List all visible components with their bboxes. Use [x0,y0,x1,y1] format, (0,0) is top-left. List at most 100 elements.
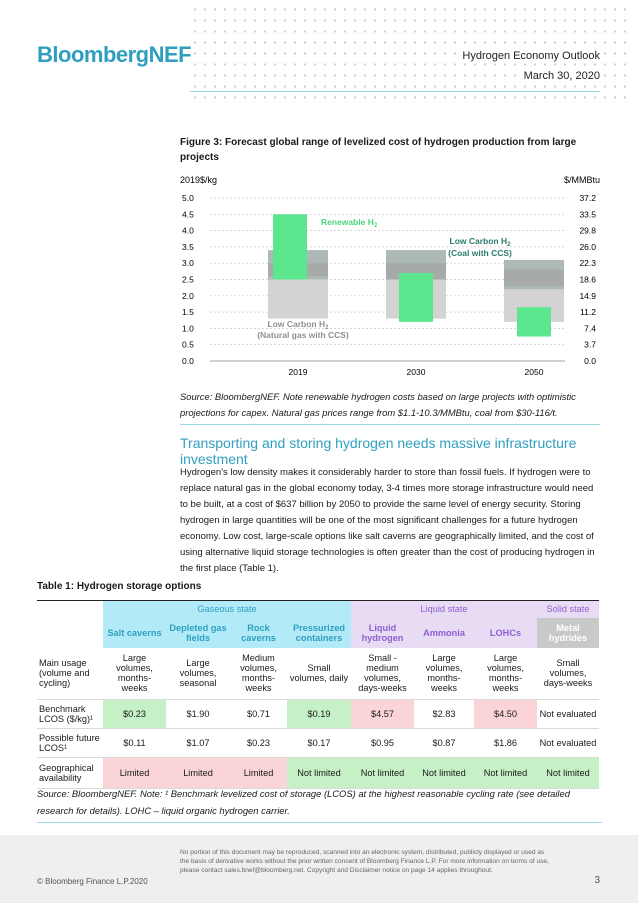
storage-options-table: Gaseous state Liquid state Solid state S… [37,600,599,789]
bar-renewable [273,214,307,280]
table-cell: $0.23 [103,699,166,729]
row-label: Possible future LCOS¹ [37,728,103,758]
y-tick-left: 4.0 [182,226,194,236]
page-number: 3 [594,875,600,886]
y-tick-left: 5.0 [182,193,194,203]
y-tick-right: 37.2 [579,193,596,203]
y-tick-right: 3.7 [584,340,596,350]
chart-ticks: 0.0 0.0 0.5 3.7 1.0 7.4 1.5 11.2 2.0 14.9 2.5 18.6 3… [182,193,596,366]
y-tick-left: 3.5 [182,242,194,252]
table-cell: Not limited [414,757,474,789]
table-cell: $1.07 [166,728,230,758]
y-tick-left: 1.0 [182,323,194,333]
table-cell: Small - medium volumes, days-weeks [351,647,414,700]
x-tick-label: 2019 [289,367,308,377]
footer-copyright: © Bloomberg Finance L.P.2020 [37,877,148,886]
page-footer [0,835,638,903]
section-heading: Transporting and storing hydrogen needs … [180,435,577,467]
bar-overlap [504,269,564,287]
label-coal-ccs-2: (Coal with CCS) [448,248,512,258]
table-cell: $4.50 [474,699,537,729]
lcoh-chart: 2019$/kg $/MMBtu 0.0 0.0 0.5 3.7 1.0 7.4 1.5 11… [180,175,600,377]
table-cell: $2.83 [414,699,474,729]
table-title: Table 1: Hydrogen storage options [37,581,202,592]
table-cell: Limited [166,757,230,789]
label-renewable: Renewable H2 [321,217,378,229]
table-cell: Large volumes, months-weeks [103,647,166,700]
table-cell: Not limited [474,757,537,789]
table-cell: $0.23 [230,728,287,758]
col-lohcs: LOHCs [474,617,537,648]
label-gas-ccs-2: (Natural gas with CCS) [257,330,349,340]
table-cell: $0.71 [230,699,287,729]
table-cell: Not evaluated [537,699,599,729]
y-tick-right: 22.3 [579,258,596,268]
group-liquid: Liquid state [351,600,537,618]
y-tick-right: 18.6 [579,275,596,285]
report-date: March 30, 2020 [519,70,600,82]
table-cell: Not limited [351,757,414,789]
figure-divider [180,424,600,425]
table-cell: Small volumes, daily [287,647,351,700]
table-cell: $0.11 [103,728,166,758]
report-title: Hydrogen Economy Outlook [458,50,600,62]
table-divider [37,822,602,823]
table-cell: $0.17 [287,728,351,758]
table-cell: Not limited [287,757,351,789]
y-tick-left: 2.0 [182,291,194,301]
table-cell: Limited [103,757,166,789]
y-tick-left: 0.5 [182,340,194,350]
table-source: Source: BloombergNEF. Note: ¹ Benchmark … [37,788,570,816]
col-salt-caverns: Salt caverns [103,617,166,648]
x-tick-label: 2030 [407,367,426,377]
row-label: Geographical availability [37,757,103,789]
y-tick-right: 0.0 [584,356,596,366]
table-cell: $1.90 [166,699,230,729]
table-cell: Large volumes, months-weeks [414,647,474,700]
figure-title: Figure 3: Forecast global range of level… [180,137,577,163]
y-tick-right: 29.8 [579,226,596,236]
bar-renewable [399,272,433,322]
y-axis-label-left: 2019$/kg [180,175,217,185]
group-solid: Solid state [537,600,599,618]
table-cell: Limited [230,757,287,789]
y-tick-left: 0.0 [182,356,194,366]
table-cell: $0.95 [351,728,414,758]
table-cell: $1.86 [474,728,537,758]
y-tick-right: 33.5 [579,209,596,219]
table-cell: Not evaluated [537,728,599,758]
label-coal-ccs: Low Carbon H2 [450,236,512,248]
corner-cell [37,600,103,618]
row-label: Main usage (volume and cycling) [37,647,103,700]
table-cell: Small volumes, days-weeks [537,647,599,700]
y-tick-right: 11.2 [580,307,596,317]
col-metal-hydrides: Metal hydrides [537,617,599,648]
section-body: Hydrogen's low density makes it consider… [180,467,595,574]
label-gas-ccs: Low Carbon H2 [268,319,330,331]
col-liquid-hydrogen: Liquid hydrogen [351,617,414,648]
y-tick-left: 2.5 [182,275,194,285]
y-axis-label-right: $/MMBtu [564,175,600,185]
bar-renewable [517,307,551,337]
table-cell: Large volumes, seasonal [166,647,230,700]
table-cell: $0.19 [287,699,351,729]
row-label: Benchmark LCOS ($/kg)¹ [37,699,103,729]
y-tick-left: 3.0 [182,258,194,268]
figure-source: Source: BloombergNEF. Note renewable hyd… [180,391,576,418]
brand-logo: BloombergNEF [37,42,192,67]
col-rock-caverns: Rock caverns [230,617,287,648]
table-cell: $4.57 [351,699,414,729]
table-cell: $0.87 [414,728,474,758]
y-tick-left: 1.5 [182,307,194,317]
chart-categories: 2019 2030 2050 [289,367,544,377]
x-tick-label: 2050 [525,367,544,377]
y-tick-right: 14.9 [579,291,596,301]
table-cell: Medium volumes, months-weeks [230,647,287,700]
col-depleted-gas: Depleted gas fields [166,617,230,648]
table-cell: Large volumes, months-weeks [474,647,537,700]
header-divider [190,91,600,92]
footer-disclaimer: No portion of this document may be repro… [180,849,549,874]
group-gaseous: Gaseous state [103,600,351,618]
table-cell: Not limited [537,757,599,789]
